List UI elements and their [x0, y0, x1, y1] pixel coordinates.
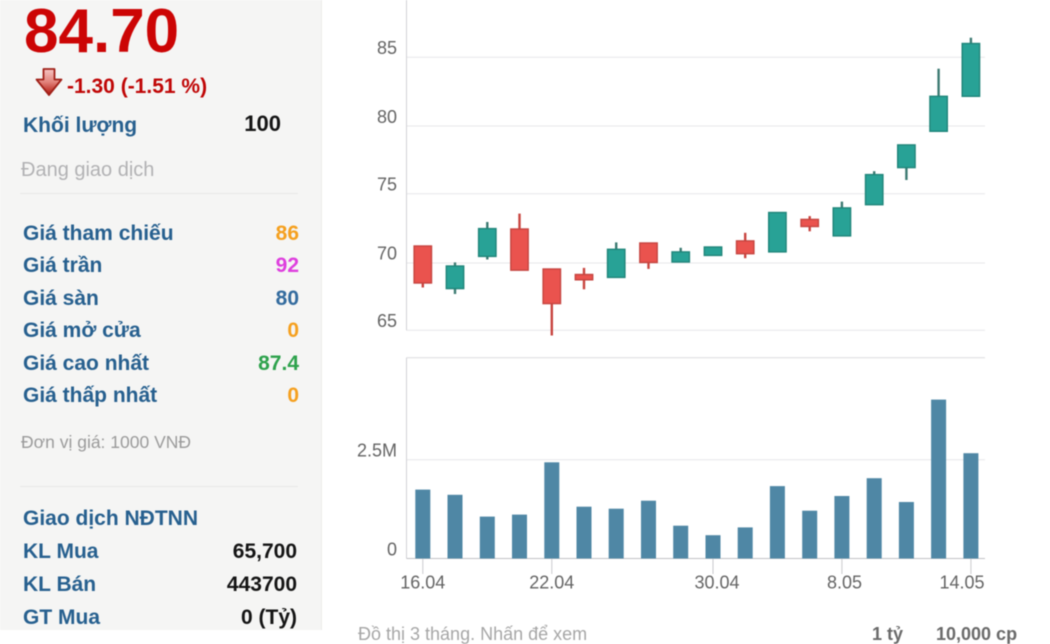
svg-text:85: 85: [377, 38, 397, 58]
svg-text:8.05: 8.05: [827, 573, 862, 593]
svg-text:30.04: 30.04: [694, 573, 739, 593]
svg-text:14.05: 14.05: [939, 573, 984, 593]
svg-text:65: 65: [377, 311, 397, 331]
svg-text:75: 75: [377, 175, 397, 195]
svg-text:80: 80: [377, 107, 397, 127]
svg-text:16.04: 16.04: [400, 573, 445, 593]
svg-text:70: 70: [377, 244, 397, 264]
svg-text:2.5M: 2.5M: [357, 440, 397, 460]
svg-text:22.04: 22.04: [529, 573, 574, 593]
svg-text:0: 0: [387, 540, 397, 560]
